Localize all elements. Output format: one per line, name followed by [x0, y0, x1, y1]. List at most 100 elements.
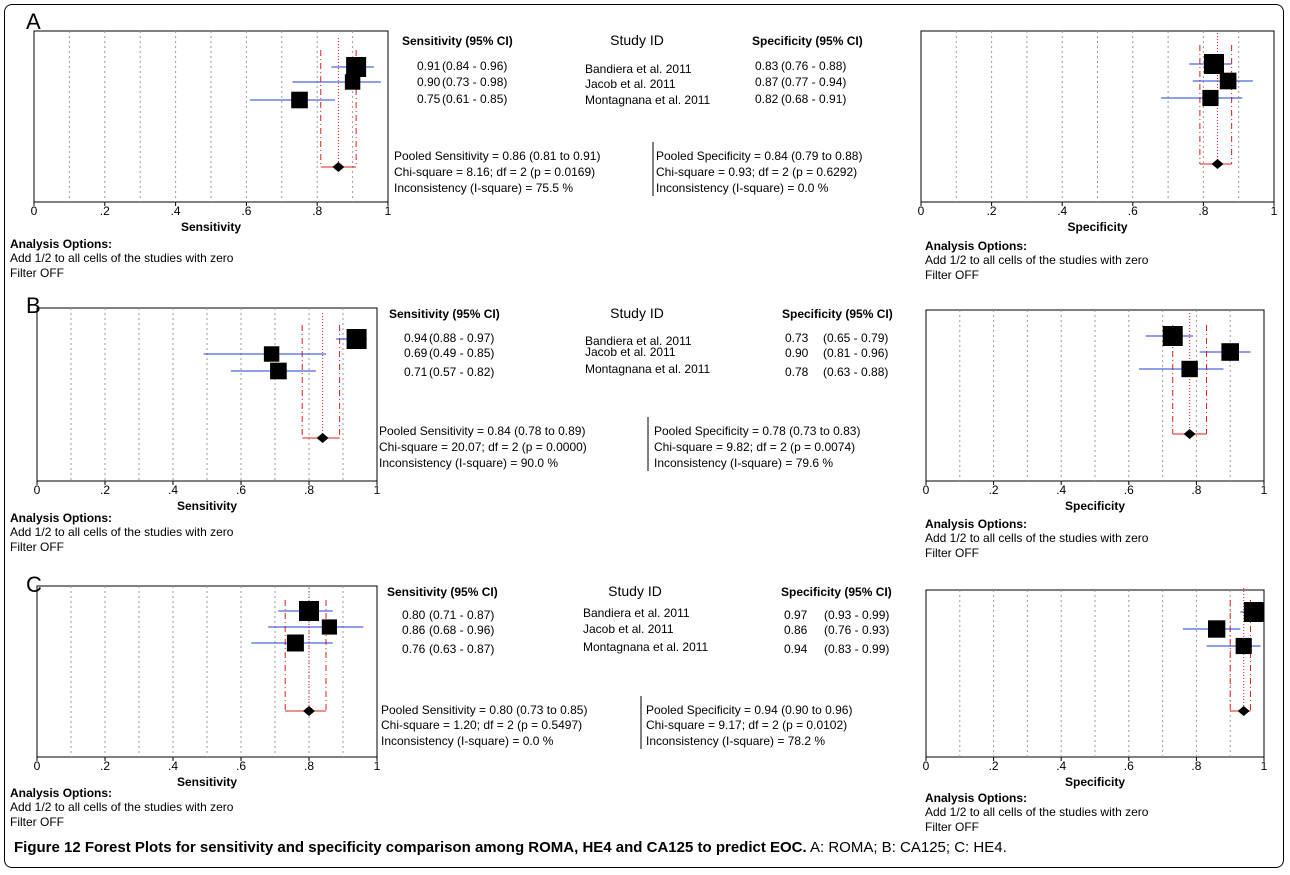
panel-c-spec-pooled-diamond: [1237, 706, 1250, 716]
panel-a-spec-tick-label: 0: [918, 204, 925, 218]
panel-b-sens-tick-label: .2: [100, 483, 110, 497]
panel-c-spec-pooled-stat: Pooled Specificity = 0.94 (0.90 to 0.96): [646, 703, 852, 717]
panel-c-spec-pooled-stat: Chi-square = 9.17; df = 2 (p = 0.0102): [646, 718, 847, 732]
panel-c-spec-pooled-stat: Inconsistency (I-square) = 78.2 %: [646, 734, 825, 748]
panel-b-sens-tick-label: .4: [168, 483, 178, 497]
panel-a-sens-tick-label: 1: [385, 204, 392, 218]
panel-c-spec-ci-text: (0.83 - 0.99): [824, 642, 889, 656]
panel-c-spec-ci-text: (0.76 - 0.93): [824, 623, 889, 637]
panel-a-study-name: Jacob et al. 2011: [585, 77, 676, 91]
panel-b-sens-analysis-line: Add 1/2 to all cells of the studies with…: [10, 525, 234, 539]
panel-c-sens-analysis-line: Add 1/2 to all cells of the studies with…: [10, 800, 234, 814]
panel-c-spec-value: 0.86: [784, 623, 808, 637]
panel-b-spec-value: 0.90: [785, 346, 809, 360]
panel-a-sens-value: 0.90: [417, 75, 441, 89]
panel-a-sens-value: 0.75: [417, 92, 441, 106]
panel-b-sens-pooled-diamond: [316, 433, 329, 443]
panel-b-sens-value: 0.69: [404, 346, 428, 360]
panel-b-spec-tick-label: .6: [1124, 483, 1134, 497]
panel-b-sens-header: Sensitivity (95% CI): [389, 307, 500, 321]
panel-b-spec-study-point: [1181, 360, 1198, 378]
panel-c-sens-tick-label: .4: [168, 759, 178, 773]
panel-b-spec-filter-line: Filter OFF: [925, 546, 979, 560]
panel-c-sens-filter-line: Filter OFF: [10, 815, 64, 829]
panel-a-spec-study-point: [1219, 72, 1237, 90]
panel-c-spec-value: 0.94: [784, 642, 808, 656]
panel-b-spec-analysis-line: Add 1/2 to all cells of the studies with…: [925, 531, 1149, 545]
panel-b-spec-header: Specificity (95% CI): [782, 307, 893, 321]
panel-b-spec-study-point: [1221, 343, 1239, 361]
panel-b-sens-axis-label: Sensitivity: [177, 499, 237, 513]
panel-b-sens-value: 0.71: [404, 365, 428, 379]
panel-c-sens-tick-label: .6: [236, 759, 246, 773]
panel-c-spec-ci-text: (0.93 - 0.99): [824, 608, 889, 622]
panel-c-sens-analysis-title: Analysis Options:: [10, 786, 112, 800]
panel-b-sens-pooled-stat: Chi-square = 20.07; df = 2 (p = 0.0000): [379, 440, 587, 454]
panel-c-study-header: Study ID: [608, 583, 662, 599]
panel-c-spec-tick-label: 1: [1261, 759, 1268, 773]
panel-c-sens-study-point: [299, 601, 319, 621]
panel-c-spec-study-point: [1235, 637, 1252, 655]
panel-c-spec-tick-label: .6: [1124, 759, 1134, 773]
panel-b-spec-tick-label: .2: [989, 483, 999, 497]
panel-b-spec-pooled-stat: Chi-square = 9.82; df = 2 (p = 0.0074): [654, 440, 855, 454]
panel-b-sens-ci-text: (0.88 - 0.97): [429, 331, 494, 345]
panel-a-sens-ci-text: (0.73 - 0.98): [442, 75, 507, 89]
panel-a-spec-ci-text: (0.77 - 0.94): [781, 75, 846, 89]
panel-a-sens-pooled-diamond: [332, 162, 345, 172]
panel-c-study-name: Montagnana et al. 2011: [583, 640, 709, 654]
panel-b-sens-tick-label: 0: [34, 483, 41, 497]
panel-a-sens-tick-label: .2: [100, 204, 110, 218]
panel-c-spec-header: Specificity (95% CI): [781, 585, 892, 599]
panel-c-sens-pooled-stat: Chi-square = 1.20; df = 2 (p = 0.5497): [381, 718, 582, 732]
panel-a-spec-ci-text: (0.76 - 0.88): [781, 59, 846, 73]
panel-a-sens-study-point: [346, 57, 367, 77]
panel-b-spec-pooled-diamond: [1183, 429, 1196, 439]
panel-b-sens-ci-text: (0.57 - 0.82): [429, 365, 494, 379]
panel-a-spec-value: 0.83: [755, 59, 779, 73]
panel-b-study-name: Bandiera et al. 2011: [585, 334, 692, 348]
panel-c-sens-tick-label: 0: [34, 759, 41, 773]
panel-b-study-header: Study ID: [610, 305, 664, 321]
panel-b-sens-value: 0.94: [404, 331, 428, 345]
panel-b-sens-analysis-title: Analysis Options:: [10, 511, 112, 525]
panel-b-spec-axis-label: Specificity: [1065, 499, 1125, 513]
caption-title: Figure 12 Forest Plots for sensitivity a…: [14, 839, 807, 856]
panel-c-sens-pooled-diamond: [303, 706, 315, 716]
panel-c-sens-header: Sensitivity (95% CI): [387, 585, 498, 599]
panel-a-sens-analysis-title: Analysis Options:: [10, 237, 112, 251]
panel-c-spec-study-point: [1243, 602, 1264, 622]
panel-c-spec-study-point: [1208, 620, 1226, 638]
panel-b-spec-tick-label: .8: [1191, 483, 1201, 497]
panel-b-spec-ci-text: (0.81 - 0.96): [823, 346, 888, 360]
panel-b-study-name: Montagnana et al. 2011: [585, 362, 711, 376]
panel-b-spec-ci-text: (0.63 - 0.88): [823, 365, 888, 379]
panel-c-study-name: Jacob et al. 2011: [583, 622, 674, 636]
panel-b-sens-ci-text: (0.49 - 0.85): [429, 346, 494, 360]
panel-a-label: A: [26, 9, 41, 34]
panel-b-sens-study-point: [270, 362, 287, 380]
panel-a-sens-ci-text: (0.61 - 0.85): [442, 92, 507, 106]
panel-c-sens-pooled-stat: Inconsistency (I-square) = 0.0 %: [381, 734, 554, 748]
panel-a-sens-value: 0.91: [417, 59, 441, 73]
panel-c-sens-study-point: [286, 634, 304, 652]
panel-c-sens-ci-text: (0.68 - 0.96): [429, 623, 494, 637]
panel-c-spec-analysis-title: Analysis Options:: [925, 791, 1027, 805]
panel-a-spec-pooled-stat: Inconsistency (I-square) = 0.0 %: [656, 181, 829, 195]
panel-c-spec-tick-label: .4: [1056, 759, 1066, 773]
panel-c-sens-value: 0.76: [402, 642, 426, 656]
panel-b-sens-study-point: [346, 329, 367, 349]
panel-a-study-header: Study ID: [610, 32, 664, 48]
panel-a-spec-pooled-diamond: [1211, 159, 1224, 169]
caption-detail: A: ROMA; B: CA125; C: HE4.: [806, 839, 1007, 856]
panel-b-label: B: [26, 293, 41, 318]
panel-a-sens-tick-label: .8: [312, 204, 322, 218]
panel-a-sens-axis-label: Sensitivity: [181, 220, 241, 234]
panel-a-study-name: Montagnana et al. 2011: [585, 93, 711, 107]
panel-a-spec-analysis-line: Add 1/2 to all cells of the studies with…: [925, 253, 1149, 267]
panel-c-sens-axis-label: Sensitivity: [177, 775, 237, 789]
panel-b-spec-study-point: [1162, 326, 1183, 346]
panel-b-sens-pooled-stat: Inconsistency (I-square) = 90.0 %: [379, 456, 558, 470]
panel-c-sens-tick-label: .2: [100, 759, 110, 773]
panel-b-sens-tick-label: 1: [374, 483, 381, 497]
